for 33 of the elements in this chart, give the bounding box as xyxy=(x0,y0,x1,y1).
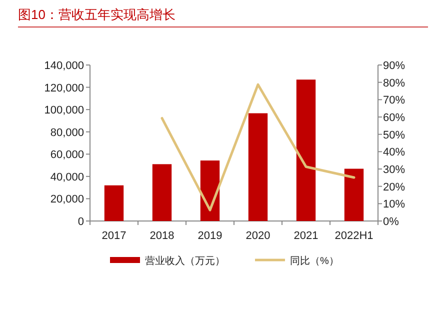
line-series xyxy=(160,83,356,212)
bar xyxy=(104,185,124,221)
y2-tick-label: 30% xyxy=(383,164,406,176)
y-tick-label: 20,000 xyxy=(50,194,84,206)
y2-tick-label: 80% xyxy=(383,77,406,90)
x-tick-label: 2022H1 xyxy=(334,230,374,242)
legend-label: 营业收入（万元） xyxy=(145,255,225,267)
y-tick-label: 80,000 xyxy=(50,126,84,139)
x-tick-label: 2020 xyxy=(246,230,270,242)
y2-tick-label: 70% xyxy=(383,94,406,107)
bar xyxy=(152,164,172,221)
y-tick-label: 60,000 xyxy=(50,149,84,162)
bar xyxy=(344,168,364,221)
legend-label: 同比（%） xyxy=(290,255,339,267)
title: 图10：营收五年实现高增长 xyxy=(18,7,176,22)
y2-tick-label: 0% xyxy=(383,216,400,228)
y2-tick-label: 60% xyxy=(383,112,406,124)
y2-tick-label: 10% xyxy=(383,198,406,211)
x-tick-label: 2019 xyxy=(198,230,222,242)
y-tick-label: 100,000 xyxy=(44,104,84,117)
y2-tick-label: 50% xyxy=(383,129,406,142)
y-tick-label: 0 xyxy=(78,216,84,228)
bar xyxy=(248,113,268,221)
bar xyxy=(296,80,316,221)
y2-tick-label: 20% xyxy=(383,181,406,194)
y-tick-label: 40,000 xyxy=(50,171,84,184)
x-tick-label: 2018 xyxy=(150,230,174,242)
x-tick-label: 2017 xyxy=(102,230,126,242)
y-tick-label: 120,000 xyxy=(44,82,84,94)
y-tick-label: 140,000 xyxy=(44,60,84,72)
y2-tick-label: 40% xyxy=(383,146,406,159)
y2-tick-label: 90% xyxy=(383,60,406,72)
x-tick-label: 2021 xyxy=(294,230,318,242)
